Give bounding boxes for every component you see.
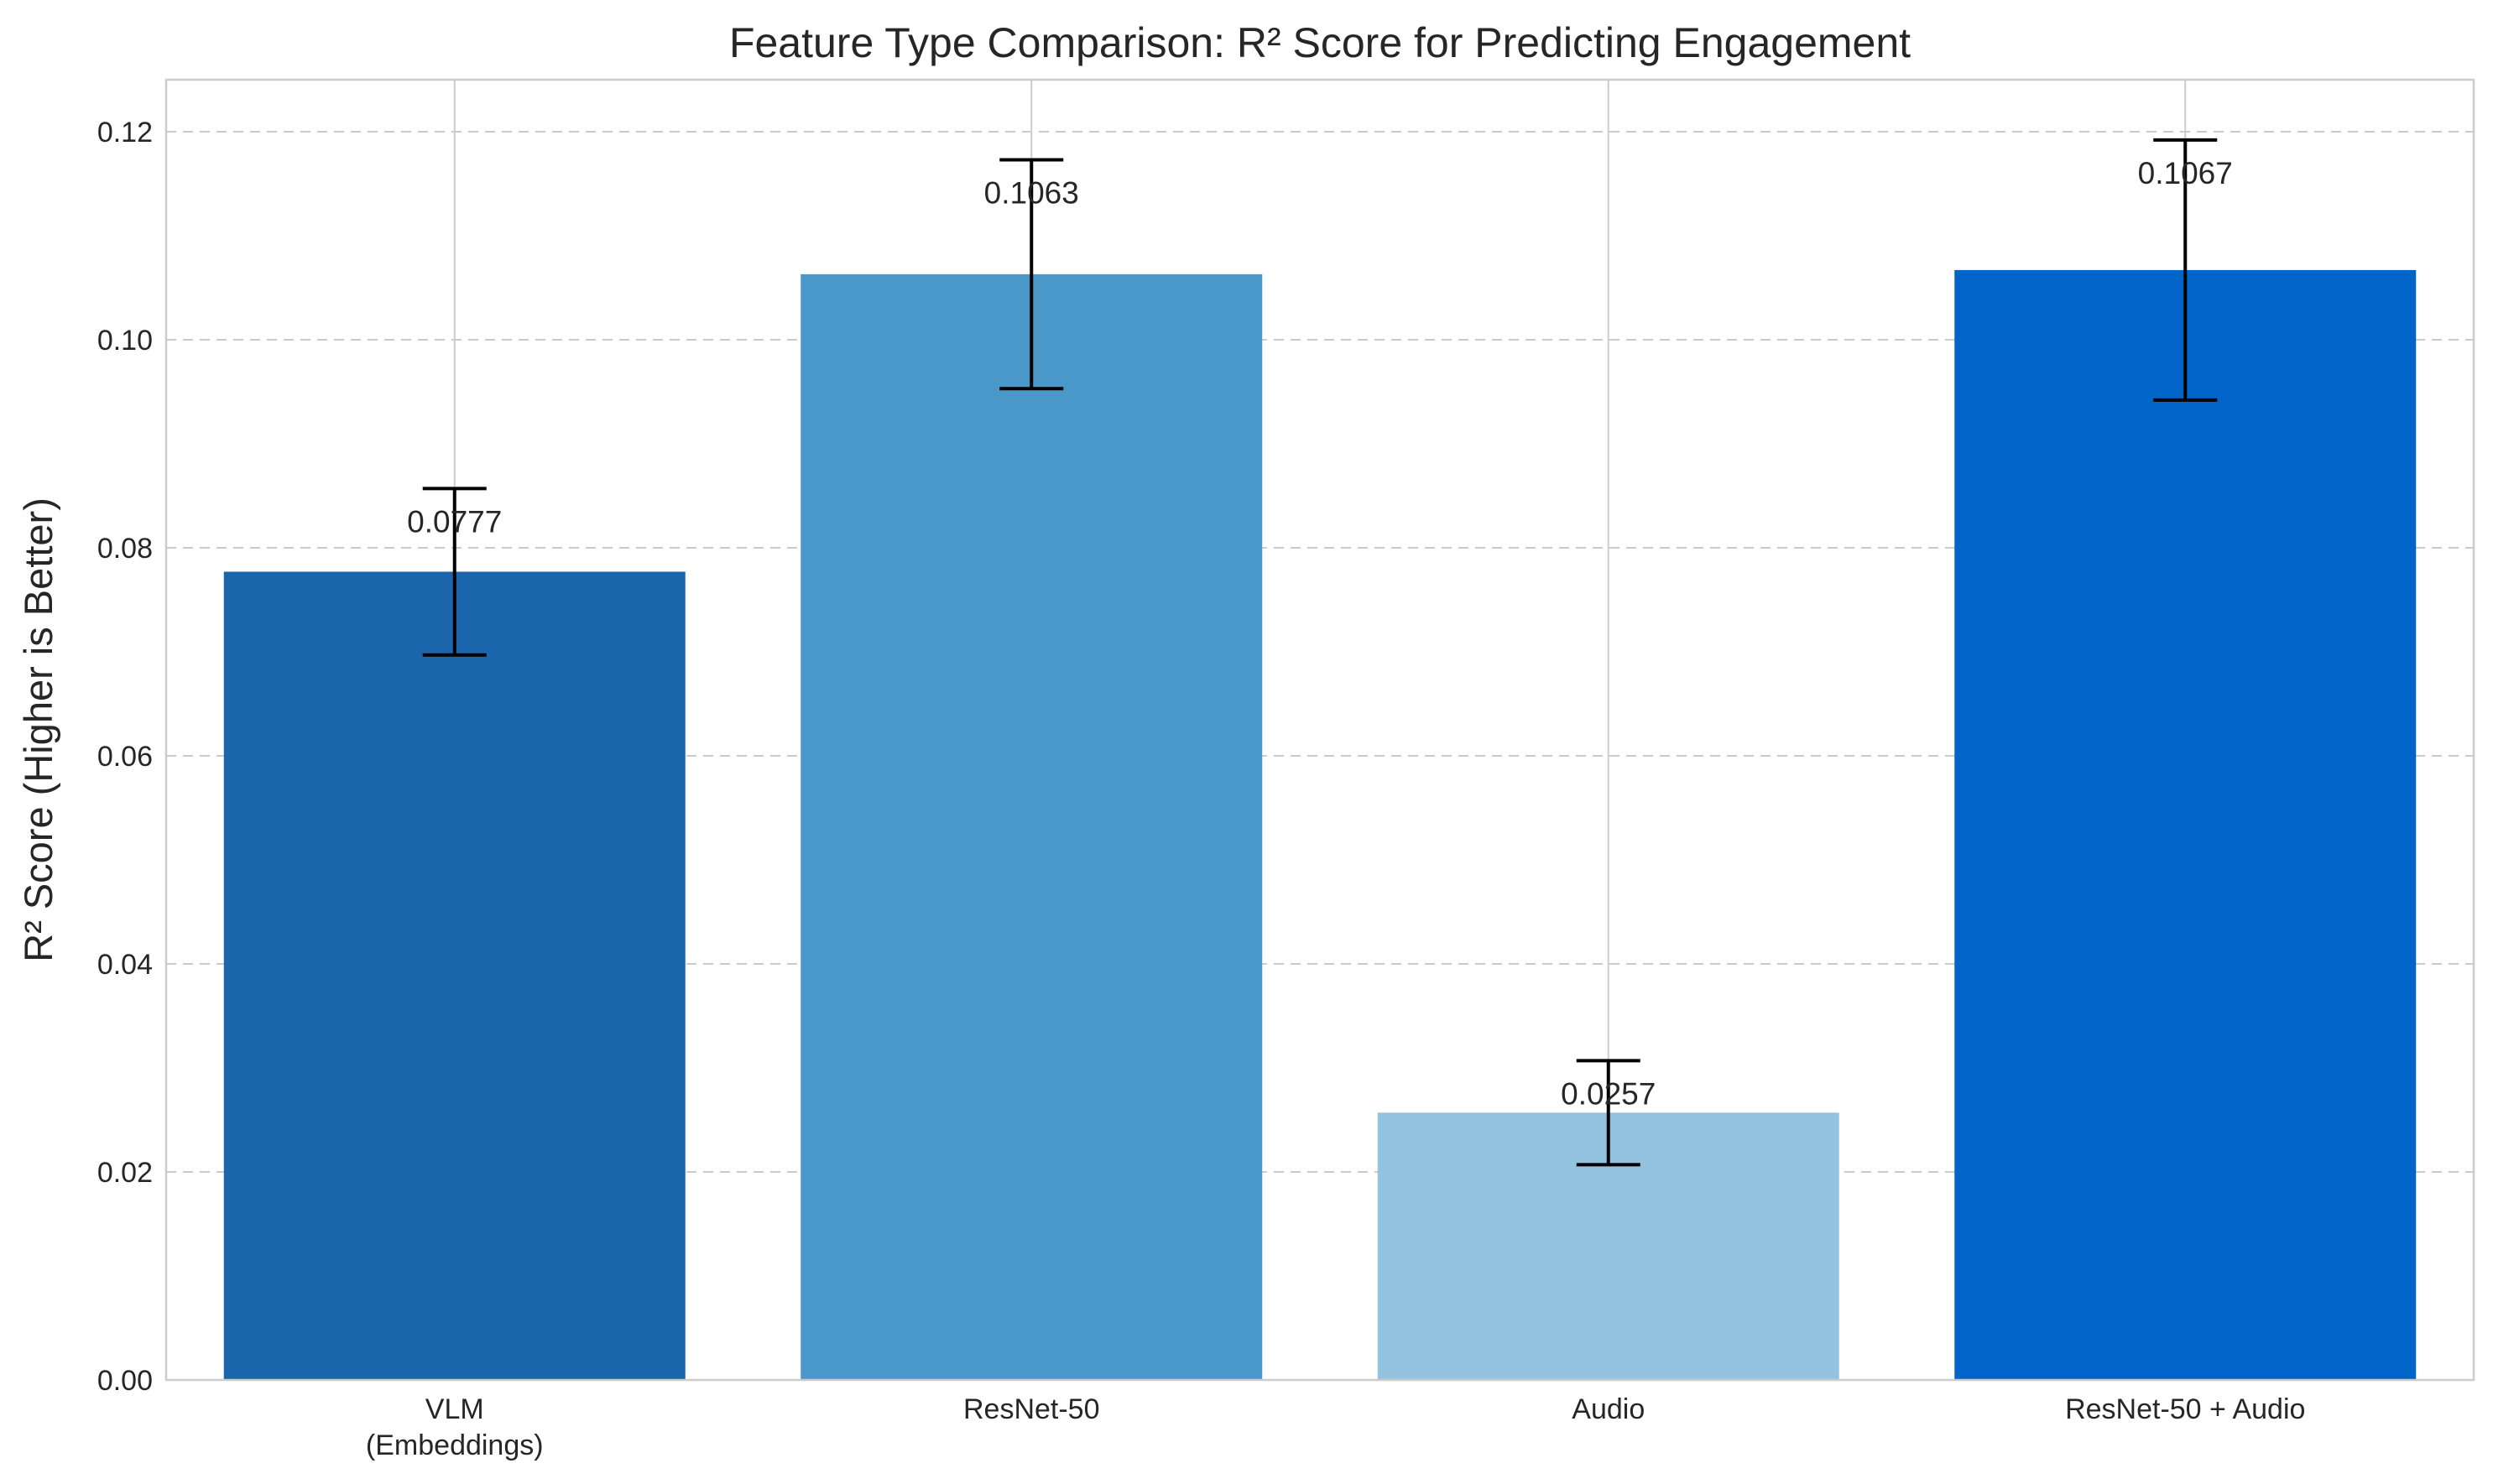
y-tick-label: 0.10 xyxy=(97,325,153,357)
bar-value-label: 0.1067 xyxy=(2138,156,2233,190)
bar-value-label: 0.0777 xyxy=(407,504,502,539)
y-tick-label: 0.08 xyxy=(97,533,153,565)
x-tick-label: ResNet-50 xyxy=(963,1393,1100,1425)
bar-value-label: 0.1063 xyxy=(984,175,1079,210)
x-axis-ticks: VLM (Embeddings) ResNet-50 Audio ResNet-50 +… xyxy=(366,1393,2306,1461)
x-tick-label: Audio xyxy=(1572,1393,1645,1425)
error-bars xyxy=(422,138,2218,1167)
y-tick-label: 0.02 xyxy=(97,1157,153,1189)
x-tick-label: VLM (Embeddings) xyxy=(366,1393,544,1461)
bar xyxy=(801,273,1263,1380)
y-tick-label: 0.00 xyxy=(97,1365,153,1397)
y-axis-ticks: 0.00 0.02 0.04 0.06 0.08 0.10 0.12 xyxy=(97,117,153,1397)
bar xyxy=(223,571,686,1380)
plot-frame xyxy=(164,78,2475,1382)
y-tick-label: 0.12 xyxy=(97,117,153,148)
y-tick-label: 0.06 xyxy=(97,741,153,773)
x-tick-label: ResNet-50 + Audio xyxy=(2065,1393,2305,1425)
bar xyxy=(1954,269,2417,1380)
y-axis-label: R² Score (Higher is Better) xyxy=(16,497,60,962)
bar-value-label: 0.0257 xyxy=(1561,1076,1656,1111)
bars xyxy=(223,269,2417,1380)
y-tick-label: 0.04 xyxy=(97,949,153,981)
chart-title: Feature Type Comparison: R² Score for Pr… xyxy=(729,19,1911,66)
value-labels: 0.0777 0.1063 0.0257 0.1067 xyxy=(407,156,2233,1111)
